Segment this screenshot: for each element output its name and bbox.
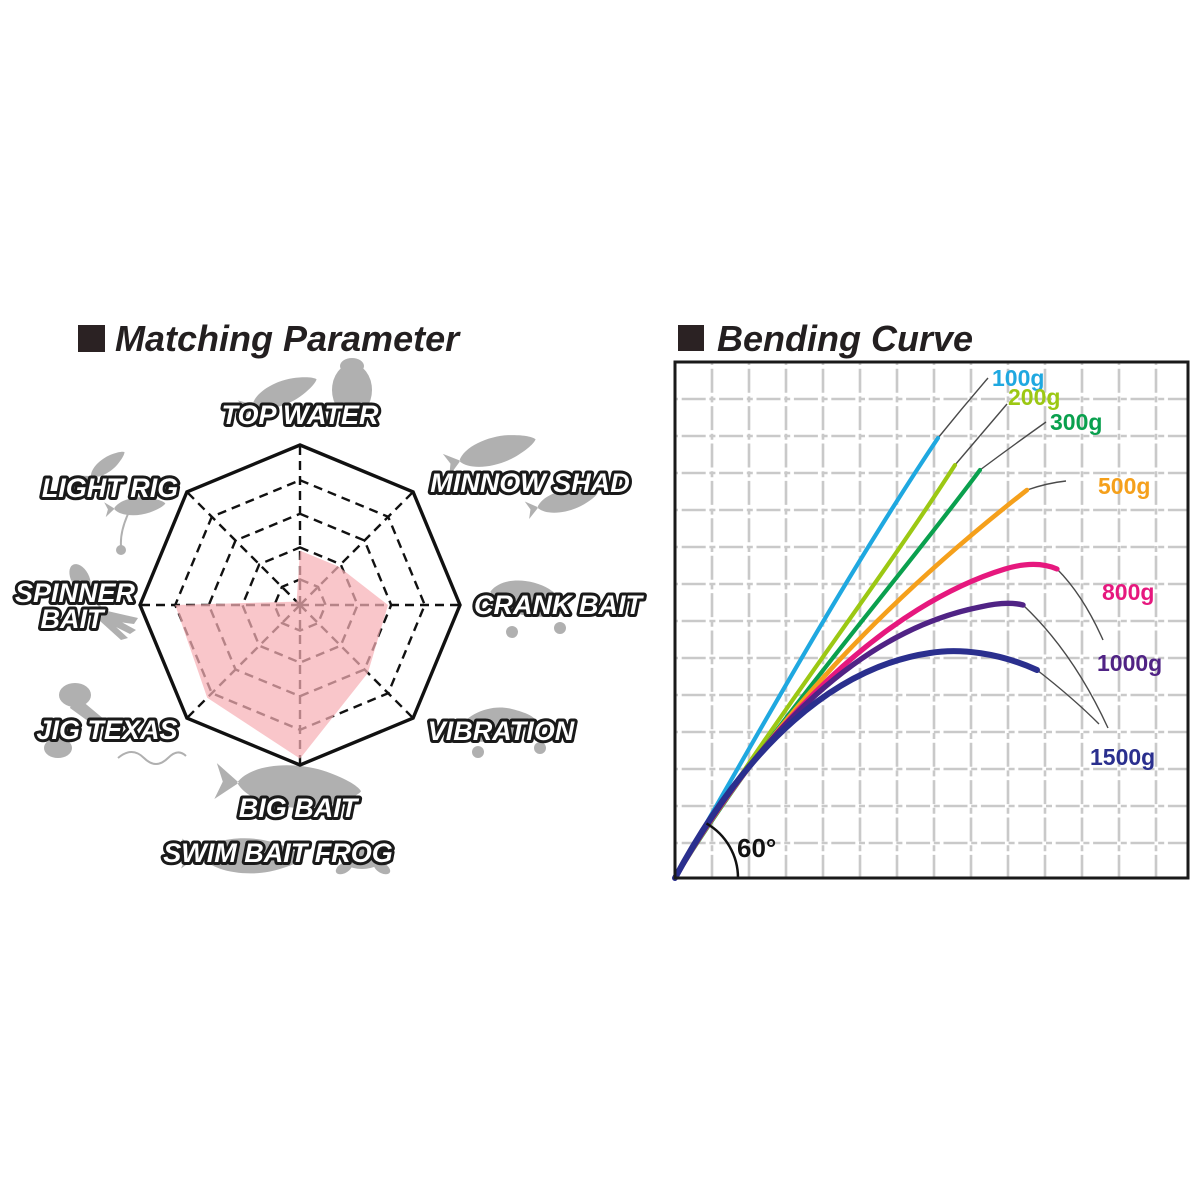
- radar-spoke: [299, 491, 414, 606]
- crank-bait-lure-icon: [490, 580, 570, 638]
- axis-label-jig-texas: JIG TEXAS: [36, 715, 177, 745]
- curve-tail-500g: [1026, 480, 1067, 491]
- curve-label-1000g: 1000g: [1097, 650, 1162, 676]
- angle-arc-icon: [705, 822, 740, 879]
- light-rig-lure-icon: [81, 451, 166, 555]
- axis-label-spinner-bait: BAIT: [41, 604, 106, 634]
- axis-label-big-bait: BIG BAIT: [239, 793, 360, 823]
- angle-label: 60°: [737, 833, 776, 863]
- spinner-bait-lure-icon: [69, 564, 138, 640]
- axis-label-minnow-shad: MINNOW SHAD: [430, 468, 629, 498]
- curve-label-800g: 800g: [1102, 579, 1154, 605]
- axis-label-crank-bait: CRANK BAIT: [474, 590, 644, 620]
- vibration-lure-icon: [455, 707, 546, 758]
- curve-tail-300g: [979, 421, 1047, 471]
- matching-parameter-chart: Matching Parameter: [12, 318, 648, 875]
- curve-label-200g: 200g: [1008, 384, 1060, 410]
- radar-spoke: [186, 491, 301, 606]
- axis-label-vibration: VIBRATION: [428, 716, 575, 746]
- curve-tail-200g: [954, 403, 1008, 466]
- panel-border: [673, 360, 1190, 880]
- curve-label-100g: 100g: [992, 365, 1044, 391]
- lure-silhouettes: [44, 358, 598, 875]
- minnow-shad-lure-icon: [442, 435, 598, 519]
- radar-outline: [138, 443, 462, 767]
- title-square-icon: [78, 325, 105, 352]
- curve-label-500g: 500g: [1098, 473, 1150, 499]
- radar-ring: [207, 512, 393, 698]
- radar-axis-labels: TOP WATER MINNOW SHAD CRANK BAIT VIBRATI…: [12, 397, 648, 871]
- curve-tail-800g: [1056, 568, 1104, 641]
- angle-annotation: 60°: [705, 822, 776, 879]
- matching-parameter-title: Matching Parameter: [115, 318, 461, 359]
- grid-lattice: [675, 362, 1188, 878]
- curve-800g: [672, 561, 1060, 881]
- axis-label-light-rig: LIGHT RIG: [42, 473, 179, 503]
- axis-label-swim-bait-frog: SWIM BAIT FROG: [163, 838, 392, 868]
- curve-tail-100g: [937, 377, 989, 439]
- curve-tail-1000g: [1022, 604, 1109, 729]
- curve-1500g: [672, 648, 1040, 881]
- jig-texas-lure-icon: [44, 683, 187, 765]
- curve-label-1500g: 1500g: [1090, 744, 1155, 770]
- radar-ring: [241, 546, 359, 664]
- curve-tail-1500g: [1036, 669, 1100, 725]
- swim-bait-frog-lure-icon: [181, 838, 391, 875]
- axis-label-spinner: SPINNER: [15, 578, 136, 608]
- big-bait-lure-icon: [214, 763, 362, 808]
- title-square-icon: [678, 325, 704, 351]
- radar-value-polygon: [175, 550, 388, 759]
- bending-curve-chart: Bending Curve 100g200g300g500g800g1000g1…: [672, 318, 1190, 881]
- bending-curve-title: Bending Curve: [717, 318, 973, 359]
- topwater-lure-icon: [237, 358, 372, 419]
- radar-grid: [138, 443, 462, 767]
- curve-label-300g: 300g: [1050, 409, 1102, 435]
- axis-label-top-water: TOP WATER: [221, 400, 379, 430]
